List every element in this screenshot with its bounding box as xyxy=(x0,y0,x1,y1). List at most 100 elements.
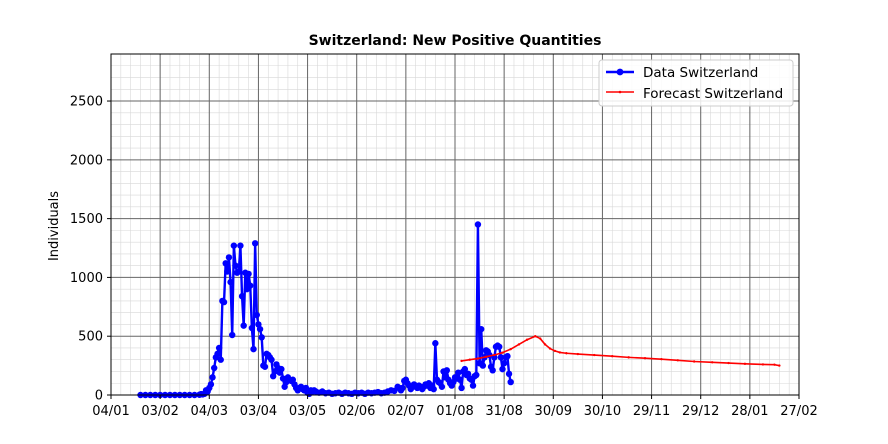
forecast-point xyxy=(593,353,596,357)
forecast-point xyxy=(501,351,504,354)
forecast-point xyxy=(743,362,747,366)
data-point xyxy=(458,384,465,392)
forecast-point xyxy=(558,351,562,354)
data-point xyxy=(455,369,462,376)
legend-label-data: Data Switzerland xyxy=(643,65,758,81)
data-point xyxy=(238,293,246,300)
forecast-point xyxy=(460,359,463,363)
y-tick-label: 500 xyxy=(78,330,103,345)
data-point xyxy=(507,378,514,386)
x-tick-label: 01/08 xyxy=(436,404,473,419)
x-tick-label: 04/03 xyxy=(191,404,228,419)
forecast-point xyxy=(517,343,521,346)
data-point xyxy=(211,364,218,372)
data-point xyxy=(229,331,236,339)
data-point xyxy=(235,268,242,275)
data-point xyxy=(432,340,439,347)
data-point xyxy=(268,356,275,363)
y-tick-label: 0 xyxy=(95,389,103,404)
data-point xyxy=(225,254,233,261)
data-point xyxy=(224,268,231,275)
data-point xyxy=(245,270,252,278)
data-point xyxy=(399,384,406,392)
chart-title: Switzerland: New Positive Quantities xyxy=(309,33,602,49)
forecast-point xyxy=(493,353,496,357)
x-tick-label: 03/04 xyxy=(240,404,277,419)
data-point xyxy=(256,325,264,333)
forecast-point xyxy=(761,363,765,366)
forecast-point xyxy=(548,347,552,350)
data-point xyxy=(230,242,238,249)
forecast-point xyxy=(611,355,614,358)
data-point xyxy=(505,370,513,378)
forecast-point xyxy=(627,356,630,359)
data-point xyxy=(473,371,480,379)
x-tick-label: 29/11 xyxy=(633,404,670,419)
data-point xyxy=(489,367,496,374)
data-point xyxy=(499,365,506,373)
x-tick-label: 28/01 xyxy=(731,404,768,419)
forecast-point xyxy=(727,361,730,365)
data-point xyxy=(237,242,244,249)
data-point xyxy=(261,363,269,370)
legend-label-forecast: Forecast Switzerland xyxy=(643,86,783,102)
data-point xyxy=(220,298,228,306)
forecast-point xyxy=(543,343,547,346)
y-axis-label: Individuals xyxy=(47,191,62,261)
y-tick-label: 2500 xyxy=(70,95,103,110)
x-tick-label: 04/01 xyxy=(92,404,129,419)
data-point xyxy=(443,367,451,374)
forecast-point xyxy=(643,357,647,360)
forecast-point xyxy=(692,360,696,363)
data-point xyxy=(504,353,511,360)
data-point xyxy=(248,324,256,332)
data-point xyxy=(247,282,254,289)
data-point xyxy=(250,345,257,353)
forecast-point xyxy=(484,355,488,358)
data-point xyxy=(222,260,229,267)
data-point xyxy=(214,350,221,358)
data-point xyxy=(479,362,487,369)
ticks-layer: 0 500 1000 1500 2000 2500 04/01 03/02 04/03 03/04… xyxy=(70,95,818,419)
x-tick-label: 03/02 xyxy=(141,404,178,419)
x-tick-label: 02/07 xyxy=(387,404,424,419)
forecast-point xyxy=(538,337,542,340)
legend: Data Switzerland Forecast Switzerland xyxy=(598,59,794,107)
data-point xyxy=(461,365,469,373)
x-tick-label: 30/09 xyxy=(535,404,572,419)
forecast-point xyxy=(476,357,480,360)
data-point xyxy=(207,381,215,388)
forecast-point xyxy=(576,352,580,356)
data-point xyxy=(474,221,482,228)
data-point xyxy=(430,385,437,393)
forecast-point xyxy=(773,363,776,366)
forecast-point xyxy=(778,364,781,367)
data-point xyxy=(209,374,216,381)
data-point xyxy=(278,365,285,373)
data-point xyxy=(478,325,485,333)
legend-box xyxy=(598,59,794,107)
forecast-point xyxy=(468,358,471,361)
forecast-series-line xyxy=(461,335,780,367)
x-tick-label: 31/08 xyxy=(485,404,522,419)
forecast-point xyxy=(676,359,679,362)
x-tick-label: 27/02 xyxy=(780,404,817,419)
x-tick-label: 30/10 xyxy=(584,404,621,419)
legend-marker-data xyxy=(616,68,624,76)
x-tick-label: 29/12 xyxy=(682,404,719,419)
data-point xyxy=(215,344,223,352)
forecast-point xyxy=(660,357,663,361)
data-point xyxy=(251,240,259,247)
data-point xyxy=(258,334,265,341)
y-tick-label: 1000 xyxy=(70,271,103,286)
y-tick-label: 1500 xyxy=(70,212,103,227)
forecast-point xyxy=(710,361,714,364)
data-point xyxy=(217,356,224,363)
data-point xyxy=(227,278,234,286)
data-point xyxy=(438,383,446,390)
forecast-point xyxy=(565,352,568,355)
data-point xyxy=(456,376,464,383)
x-tick-label: 03/05 xyxy=(289,404,326,419)
